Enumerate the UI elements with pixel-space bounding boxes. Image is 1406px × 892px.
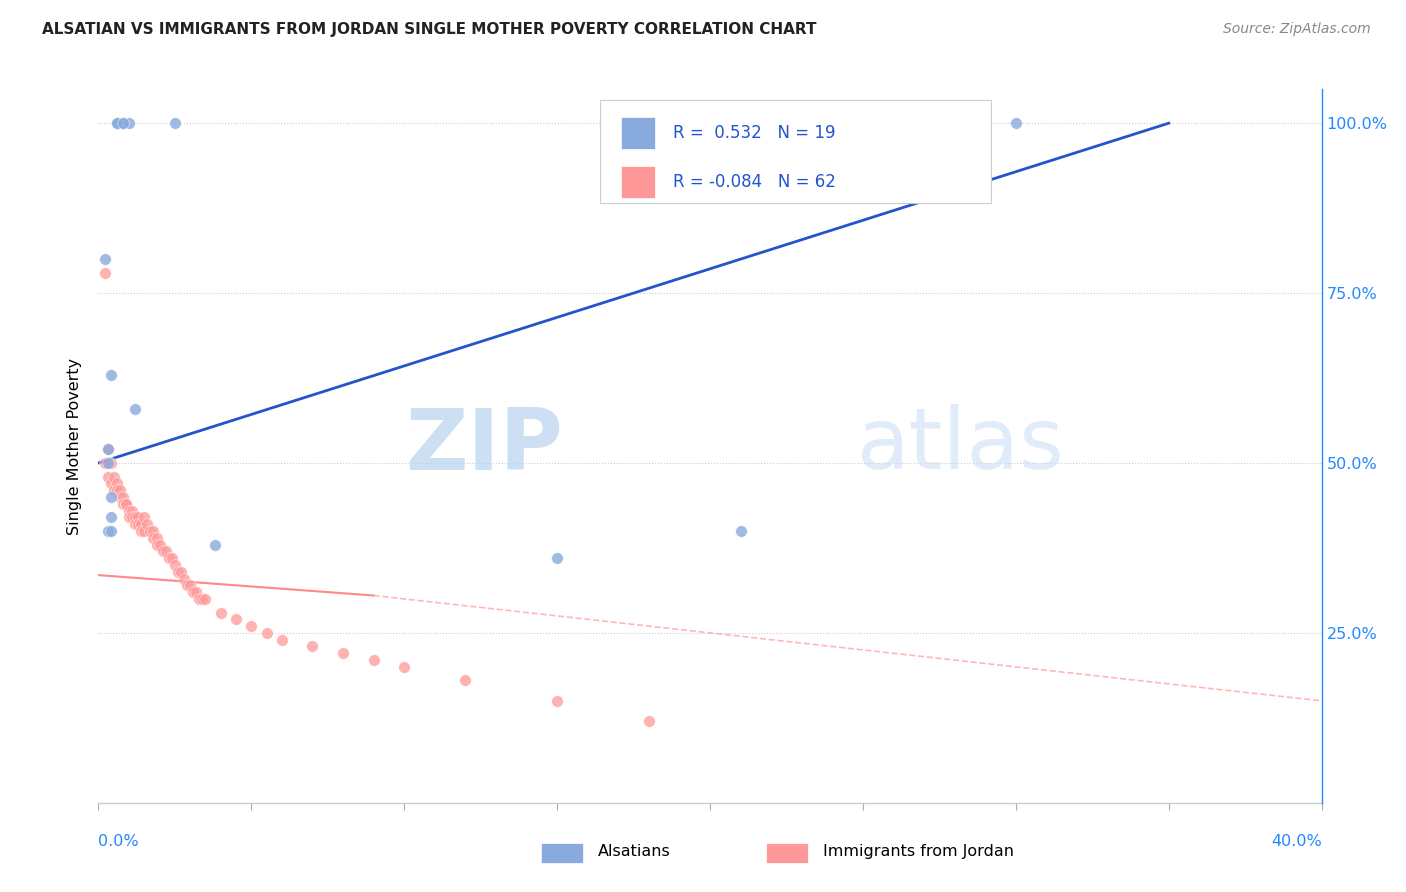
- Point: [93, 456, 115, 470]
- Point: [97, 524, 120, 538]
- Point: [108, 490, 131, 504]
- Point: [129, 524, 152, 538]
- Point: [100, 490, 122, 504]
- Point: [105, 116, 128, 130]
- Point: [157, 551, 180, 566]
- Point: [105, 483, 128, 498]
- Point: [163, 116, 186, 130]
- Point: [170, 565, 193, 579]
- Point: [179, 578, 201, 592]
- Point: [127, 510, 149, 524]
- Point: [152, 544, 174, 558]
- Point: [100, 476, 122, 491]
- Point: [392, 660, 416, 674]
- Text: R =  0.532   N = 19: R = 0.532 N = 19: [673, 125, 835, 143]
- Point: [546, 694, 568, 708]
- Point: [121, 503, 143, 517]
- Point: [97, 442, 120, 457]
- Point: [93, 252, 115, 266]
- Point: [454, 673, 477, 688]
- Point: [111, 116, 134, 130]
- Point: [118, 503, 141, 517]
- Point: [142, 531, 165, 545]
- Text: Alsatians: Alsatians: [598, 845, 671, 859]
- Point: [240, 619, 263, 633]
- Point: [103, 483, 125, 498]
- Point: [127, 517, 149, 532]
- Point: [194, 591, 217, 606]
- Point: [191, 591, 214, 606]
- Point: [173, 572, 195, 586]
- Point: [111, 116, 134, 130]
- Text: ALSATIAN VS IMMIGRANTS FROM JORDAN SINGLE MOTHER POVERTY CORRELATION CHART: ALSATIAN VS IMMIGRANTS FROM JORDAN SINGL…: [42, 22, 817, 37]
- Point: [115, 497, 138, 511]
- Point: [124, 401, 146, 416]
- Point: [188, 591, 211, 606]
- Point: [730, 524, 752, 538]
- Point: [100, 510, 122, 524]
- Point: [270, 632, 292, 647]
- Point: [145, 537, 167, 551]
- Point: [181, 585, 204, 599]
- Point: [105, 116, 128, 130]
- Point: [129, 517, 152, 532]
- Point: [176, 578, 198, 592]
- Point: [145, 531, 167, 545]
- Point: [97, 442, 120, 457]
- Point: [97, 469, 120, 483]
- Text: atlas: atlas: [856, 404, 1064, 488]
- Point: [186, 585, 208, 599]
- Point: [149, 537, 172, 551]
- Point: [111, 490, 134, 504]
- Point: [160, 551, 183, 566]
- Point: [100, 456, 122, 470]
- Point: [209, 606, 232, 620]
- Point: [93, 266, 115, 280]
- Point: [167, 565, 190, 579]
- Text: R = -0.084   N = 62: R = -0.084 N = 62: [673, 173, 837, 191]
- Point: [115, 497, 138, 511]
- Point: [1004, 116, 1026, 130]
- Point: [136, 517, 159, 532]
- Point: [163, 558, 186, 572]
- Point: [134, 510, 156, 524]
- Point: [142, 524, 165, 538]
- Point: [225, 612, 247, 626]
- Bar: [620, 118, 655, 150]
- Point: [118, 116, 141, 130]
- Bar: [620, 166, 655, 198]
- Point: [121, 510, 143, 524]
- Point: [100, 524, 122, 538]
- Point: [134, 524, 156, 538]
- Point: [100, 368, 122, 382]
- Point: [256, 626, 278, 640]
- Point: [139, 524, 162, 538]
- Point: [332, 646, 354, 660]
- Y-axis label: Single Mother Poverty: Single Mother Poverty: [67, 358, 83, 534]
- Point: [118, 510, 141, 524]
- Point: [204, 537, 226, 551]
- Point: [546, 551, 568, 566]
- Point: [111, 497, 134, 511]
- Point: [363, 653, 385, 667]
- Point: [637, 714, 661, 729]
- Point: [301, 640, 323, 654]
- Point: [108, 483, 131, 498]
- Point: [105, 476, 128, 491]
- FancyBboxPatch shape: [600, 100, 991, 203]
- Point: [124, 517, 146, 532]
- Point: [97, 456, 120, 470]
- Text: Immigrants from Jordan: Immigrants from Jordan: [823, 845, 1014, 859]
- Text: 0.0%: 0.0%: [98, 834, 139, 849]
- Point: [103, 469, 125, 483]
- Point: [124, 510, 146, 524]
- Point: [155, 544, 177, 558]
- Text: Source: ZipAtlas.com: Source: ZipAtlas.com: [1223, 22, 1371, 37]
- Text: ZIP: ZIP: [405, 404, 564, 488]
- Text: 40.0%: 40.0%: [1271, 834, 1322, 849]
